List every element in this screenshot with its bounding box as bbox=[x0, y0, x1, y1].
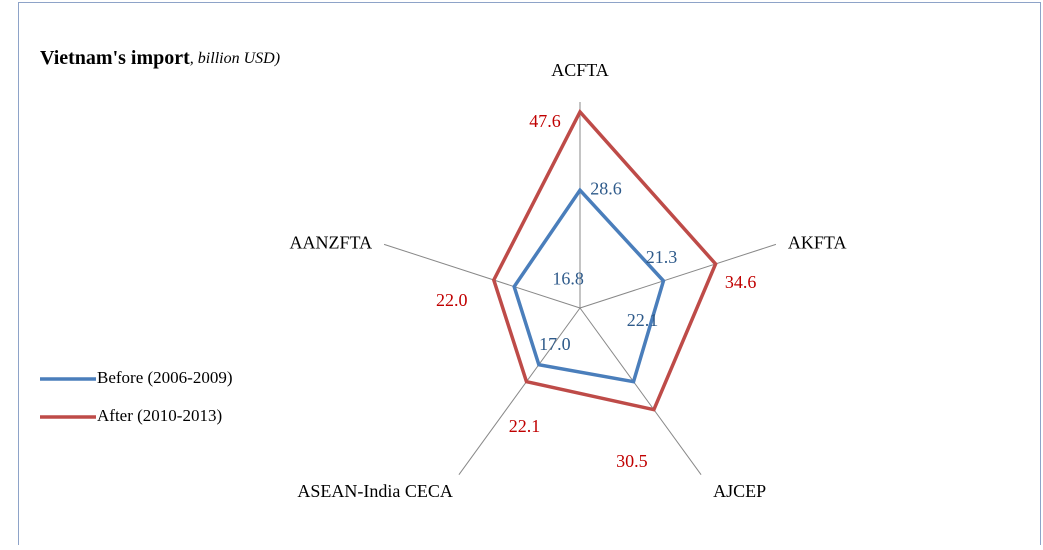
data-label: 47.6 bbox=[529, 111, 561, 131]
legend-label: After (2010-2013) bbox=[97, 406, 222, 425]
data-label: 28.6 bbox=[590, 178, 622, 198]
series-line bbox=[491, 108, 718, 412]
title: Vietnam's import bbox=[40, 47, 190, 69]
data-label: 34.6 bbox=[725, 272, 757, 292]
data-label: 21.3 bbox=[646, 247, 678, 267]
axis-spoke bbox=[579, 307, 702, 475]
data-label: 16.8 bbox=[552, 269, 584, 289]
data-label: 22.0 bbox=[436, 290, 468, 310]
frame bbox=[18, 2, 1041, 545]
axis-spoke bbox=[458, 307, 581, 475]
legend-label: Before (2006-2009) bbox=[97, 368, 233, 387]
data-label: 22.1 bbox=[509, 416, 541, 436]
data-label: 22.1 bbox=[627, 310, 659, 330]
data-label: 17.0 bbox=[539, 334, 571, 354]
series-line bbox=[512, 187, 666, 384]
subtitle: , billion USD) bbox=[190, 50, 280, 67]
axis-spoke bbox=[579, 243, 777, 309]
data-label: 30.5 bbox=[616, 451, 648, 471]
chart-title: Vietnam's import, billion USD) bbox=[40, 47, 280, 69]
category-label: AANZFTA bbox=[290, 232, 373, 252]
category-label: AJCEP bbox=[713, 481, 766, 501]
category-label: ASEAN-India CECA bbox=[297, 481, 453, 501]
category-label: AKFTA bbox=[788, 232, 847, 252]
axis-spoke bbox=[383, 243, 581, 309]
category-label: ACFTA bbox=[551, 60, 609, 80]
